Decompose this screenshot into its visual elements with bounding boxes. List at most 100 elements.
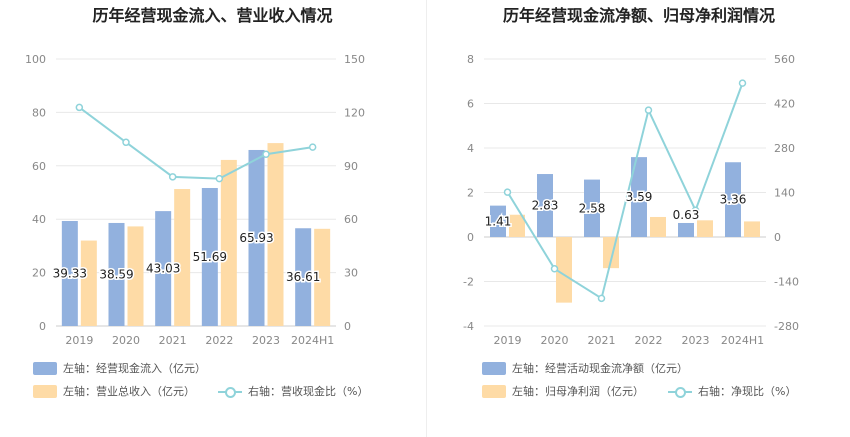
line-point: [122, 138, 130, 147]
bar: [744, 221, 760, 237]
y-tick-label: 80: [32, 106, 46, 119]
series-line: [78, 106, 313, 180]
legend-label: 左轴：归母净利润（亿元）: [512, 385, 644, 398]
legend-label: 右轴：净现比（%）: [698, 385, 797, 398]
bar: [295, 228, 312, 326]
legend-swatch-icon: [482, 361, 506, 375]
bar: [108, 222, 125, 326]
bar: [697, 220, 713, 237]
legend-item[interactable]: 左轴：归母净利润（亿元）: [482, 383, 644, 399]
data-label: 2.58: [579, 201, 606, 215]
x-tick-label: 2023: [682, 334, 710, 347]
line-point: [168, 173, 177, 181]
legend-swatch-icon: [33, 361, 57, 375]
y-tick-label: -2: [463, 276, 474, 289]
data-label: 39.33: [53, 266, 87, 280]
data-label: 51.69: [193, 250, 227, 264]
bar: [537, 174, 553, 237]
legend-swatch-icon: [482, 384, 506, 398]
y-tick-label: -4: [463, 320, 474, 333]
y2-tick-label: 420: [774, 98, 795, 111]
right-chart-panel: 历年经营现金流净额、归母净利润情况 -4 -2 0 2 4 6 8 -280 -140 0 140 2…: [428, 0, 850, 437]
x-tick-label: 2019: [494, 334, 522, 347]
x-tick-label: 2024H1: [721, 334, 764, 347]
data-label: 38.59: [99, 267, 133, 281]
bar: [220, 159, 237, 326]
y2-tick-label: 90: [344, 160, 358, 173]
bar: [127, 226, 144, 326]
y-tick-label: 100: [25, 53, 46, 66]
right-chart: -4 -2 0 2 4 6 8 -280 -140 0 140 280 420 560 2019 2020 20…: [463, 53, 799, 347]
bar: [490, 205, 506, 237]
legend-item[interactable]: 右轴：营收现金比（%）: [218, 383, 368, 399]
legend-label: 左轴：经营现金流入（亿元）: [63, 362, 206, 375]
line-point: [503, 188, 512, 196]
legend-item[interactable]: 右轴：净现比（%）: [668, 383, 796, 399]
data-label: 1.41: [485, 214, 512, 228]
y2-tick-label: 60: [344, 213, 358, 226]
line-point: [691, 206, 700, 215]
x-tick-label: 2023: [252, 334, 280, 347]
data-label: 3.59: [626, 190, 653, 204]
bar: [678, 222, 694, 237]
bar: [174, 189, 191, 326]
y2-tick-label: -280: [774, 320, 799, 333]
line-point: [215, 174, 224, 183]
line-point: [550, 265, 559, 273]
bar: [584, 179, 600, 237]
y-tick-label: 4: [467, 142, 474, 155]
y2-tick-label: 150: [344, 53, 365, 66]
line-point: [738, 79, 747, 87]
data-label: 2.83: [532, 199, 559, 213]
line-point: [597, 294, 606, 303]
bar: [631, 157, 647, 237]
y-tick-label: 2: [467, 187, 474, 200]
data-label: 43.03: [146, 262, 180, 276]
x-tick-label: 2020: [112, 334, 140, 347]
left-chart: 0 20 40 60 80 100 0 30 60 90 120 150 2019 2020 2021 202…: [25, 53, 365, 347]
legend-label: 左轴：营业总收入（亿元）: [63, 385, 195, 398]
legend-label: 左轴：经营活动现金流净额（亿元）: [512, 362, 688, 375]
panel-divider: [426, 0, 427, 437]
bar: [650, 216, 666, 237]
bar: [314, 228, 331, 326]
bar: [556, 237, 572, 303]
left-chart-panel: 历年经营现金流入、营业收入情况 0 20 40 60 80 100 0 30 60 90 120 15…: [25, 6, 368, 399]
line-point: [644, 106, 653, 114]
data-label: 65.93: [239, 231, 273, 245]
bar: [248, 149, 265, 326]
line-point: [308, 143, 317, 151]
y2-tick-label: 560: [774, 53, 795, 66]
y-tick-label: 60: [32, 160, 46, 173]
y2-tick-label: 0: [344, 320, 351, 333]
y-tick-label: 6: [467, 98, 474, 111]
legend-label: 右轴：营收现金比（%）: [248, 385, 369, 398]
y-tick-label: 20: [32, 267, 46, 280]
x-tick-label: 2022: [635, 334, 663, 347]
legend-line-icon: [218, 385, 242, 398]
bar: [80, 240, 97, 326]
legend-item[interactable]: 左轴：经营现金流入（亿元）: [33, 360, 206, 376]
x-tick-label: 2024H1: [291, 334, 334, 347]
y-tick-label: 0: [467, 231, 474, 244]
data-label: 3.36: [720, 193, 747, 207]
bar: [201, 187, 218, 326]
bar: [725, 162, 741, 237]
line-point: [75, 103, 84, 112]
bar: [155, 211, 172, 326]
x-tick-label: 2020: [541, 334, 569, 347]
x-tick-label: 2019: [65, 334, 93, 347]
bar: [61, 220, 78, 326]
y-tick-label: 0: [39, 320, 46, 333]
left-chart-title: 历年经营现金流入、营业收入情况: [92, 6, 333, 25]
legend-item[interactable]: 左轴：营业总收入（亿元）: [33, 383, 195, 399]
legend-line-icon: [668, 385, 692, 398]
y2-tick-label: 0: [774, 231, 781, 244]
bar: [509, 214, 525, 237]
y-tick-label: 40: [32, 213, 46, 226]
y2-tick-label: 280: [774, 142, 795, 155]
data-label: 36.61: [286, 270, 320, 284]
y2-tick-label: 140: [774, 187, 795, 200]
legend-item[interactable]: 左轴：经营活动现金流净额（亿元）: [482, 360, 688, 376]
series-line: [506, 82, 744, 300]
